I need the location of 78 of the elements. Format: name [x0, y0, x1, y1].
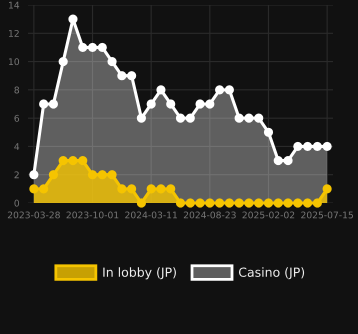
x-tick-label: 2024-08-23 — [184, 211, 236, 218]
point — [215, 198, 224, 208]
point — [146, 99, 156, 109]
point — [176, 114, 186, 123]
point — [274, 198, 283, 208]
point — [224, 198, 234, 208]
point — [303, 142, 312, 152]
point — [48, 99, 58, 109]
point — [117, 71, 126, 80]
point — [195, 198, 205, 208]
point — [29, 170, 38, 180]
y-tick-label: 2 — [14, 171, 19, 178]
point — [176, 198, 186, 208]
point — [127, 184, 136, 194]
point — [312, 142, 322, 152]
point — [224, 85, 234, 94]
point — [312, 198, 322, 208]
point — [264, 198, 274, 208]
point — [244, 198, 254, 208]
point — [117, 184, 126, 194]
point — [58, 156, 68, 166]
point — [195, 99, 205, 109]
point — [283, 198, 293, 208]
point — [283, 156, 293, 166]
point — [39, 99, 48, 109]
y-tick-label: 4 — [14, 143, 20, 150]
point — [78, 42, 88, 52]
point — [254, 114, 264, 123]
point — [215, 85, 224, 94]
x-tick-label: 2023-03-28 — [8, 211, 60, 218]
point — [146, 184, 156, 194]
point — [107, 170, 117, 180]
point — [58, 56, 68, 66]
point — [78, 156, 88, 166]
point — [234, 114, 244, 123]
point — [136, 114, 146, 123]
point — [274, 156, 283, 166]
legend-label: Casino (JP) — [238, 267, 304, 280]
point — [136, 198, 146, 208]
point — [98, 42, 107, 52]
point — [244, 114, 254, 123]
point — [68, 156, 78, 166]
point — [205, 99, 214, 109]
y-tick-label: 0 — [14, 200, 20, 207]
point — [166, 99, 176, 109]
point — [156, 184, 166, 194]
point — [98, 170, 107, 180]
point — [264, 128, 274, 137]
point — [88, 42, 98, 52]
y-tick-label: 14 — [9, 2, 20, 8]
point — [88, 170, 98, 180]
point — [322, 184, 332, 194]
point — [303, 198, 312, 208]
x-tick-label: 2025-07-15 — [301, 211, 353, 218]
point — [293, 142, 302, 152]
x-tick-label: 2024-03-11 — [125, 211, 177, 218]
point — [186, 198, 195, 208]
point — [48, 170, 58, 180]
point — [68, 14, 78, 24]
point — [293, 198, 302, 208]
x-tick-label: 2023-10-01 — [66, 211, 118, 218]
point — [186, 114, 195, 123]
point — [254, 198, 264, 208]
point — [29, 184, 38, 194]
legend-label: In lobby (JP) — [103, 267, 176, 280]
point — [39, 184, 48, 194]
point — [156, 85, 166, 94]
y-tick-label: 12 — [9, 30, 19, 37]
point — [107, 56, 117, 66]
point — [234, 198, 244, 208]
y-tick-label: 10 — [9, 58, 20, 66]
point — [166, 184, 176, 194]
y-tick-label: 6 — [14, 114, 20, 122]
point — [322, 142, 332, 152]
point — [205, 198, 214, 208]
point — [127, 71, 136, 80]
y-tick-label: 8 — [14, 86, 20, 94]
x-tick-label: 2025-02-02 — [242, 211, 294, 218]
